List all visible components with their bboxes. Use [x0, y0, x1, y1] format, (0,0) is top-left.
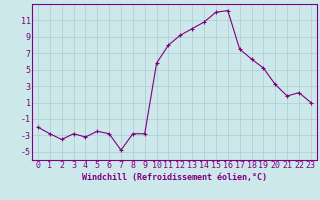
- X-axis label: Windchill (Refroidissement éolien,°C): Windchill (Refroidissement éolien,°C): [82, 173, 267, 182]
